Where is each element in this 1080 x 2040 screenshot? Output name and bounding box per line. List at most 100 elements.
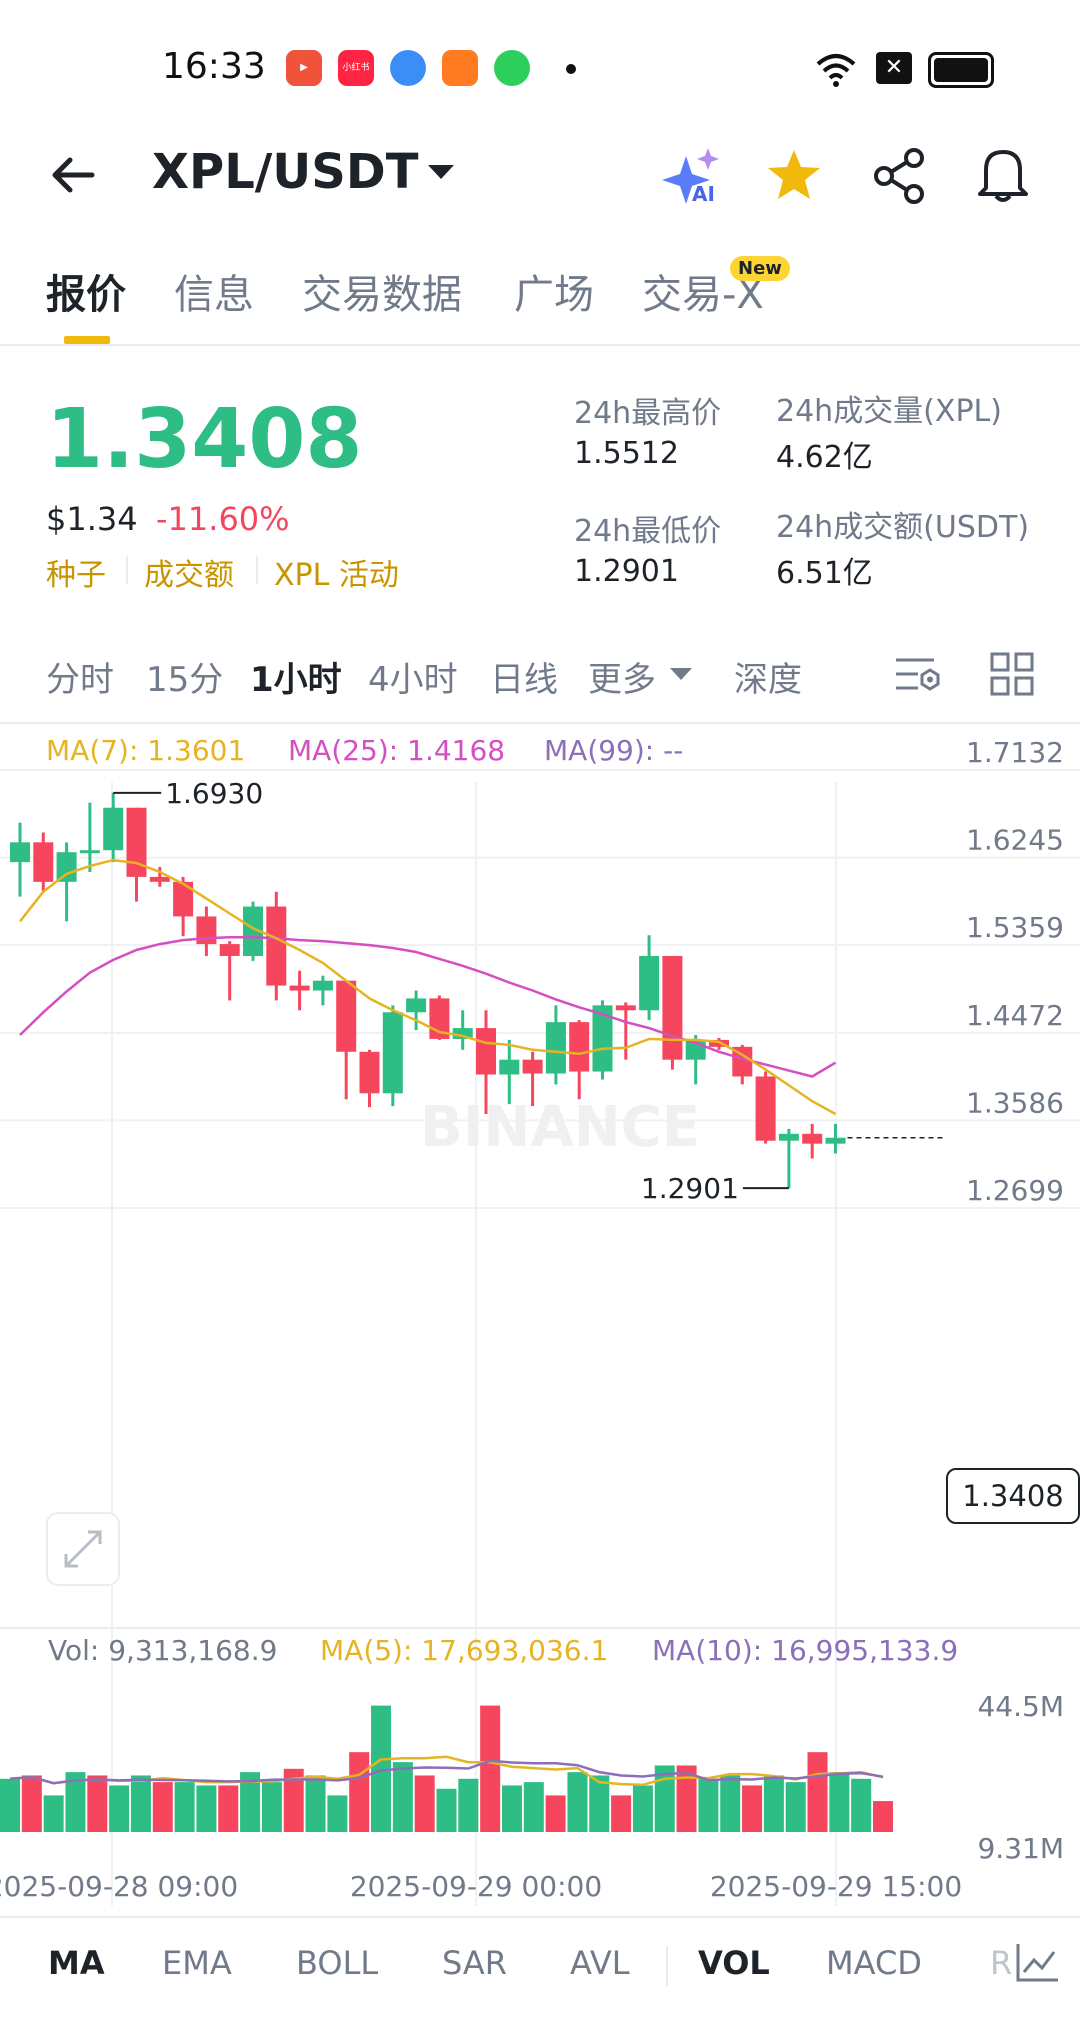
- tab-divider: [0, 344, 1080, 346]
- indicator-sar[interactable]: SAR: [442, 1944, 508, 1982]
- y-tick-label: 1.7132: [966, 736, 1064, 769]
- status-bar: 16:33 ▶ 小红书 ✕: [0, 0, 1080, 130]
- volume-bar: [0, 1778, 20, 1832]
- wifi-icon: [816, 54, 856, 87]
- low-price-label: 1.2901: [641, 1172, 739, 1205]
- ma7-line: [19, 858, 837, 1116]
- candle-body: [755, 1076, 776, 1141]
- volume-bar: [873, 1801, 893, 1832]
- tag-seed[interactable]: 种子: [46, 558, 106, 593]
- candle-body: [103, 807, 124, 851]
- indicator-bar-divider: [0, 1916, 1080, 1918]
- indicator-r[interactable]: R: [990, 1944, 1013, 1982]
- ai-assistant-icon[interactable]: AI: [662, 146, 724, 208]
- usd-price: $1.34: [46, 500, 138, 538]
- low-24h-value: 1.2901: [574, 554, 679, 589]
- volume-bar: [130, 1775, 151, 1832]
- binance-watermark: BINANCE: [420, 1095, 700, 1160]
- tag-divider: [256, 556, 258, 584]
- interval-depth[interactable]: 深度: [734, 660, 802, 700]
- volume-bar: [545, 1795, 566, 1832]
- candle-body: [173, 881, 194, 917]
- pair-title[interactable]: XPL/USDT: [152, 144, 419, 200]
- volume-bar: [720, 1775, 741, 1832]
- volume-bar: [43, 1795, 64, 1832]
- candle-body: [219, 944, 240, 956]
- volume-quote-label: 24h成交额(USDT): [776, 510, 1030, 545]
- candle-body: [825, 1137, 846, 1144]
- y-tick-label: 1.4472: [966, 999, 1064, 1032]
- ma25-line: [19, 935, 837, 1078]
- volume-bar: [196, 1785, 217, 1832]
- back-arrow-icon[interactable]: [48, 150, 98, 200]
- tab-quote[interactable]: 报价: [46, 272, 126, 318]
- indicator-macd[interactable]: MACD: [826, 1944, 922, 1982]
- interval-1d[interactable]: 日线: [490, 660, 558, 700]
- volume-ma10-legend: MA(10): 16,995,133.9: [652, 1634, 959, 1667]
- volume-bar: [589, 1775, 610, 1832]
- volume-bar: [392, 1762, 413, 1832]
- candle-body: [545, 1022, 566, 1074]
- candle-body: [452, 1028, 473, 1039]
- interval-1h[interactable]: 1小时: [250, 660, 342, 700]
- interval-more[interactable]: 更多: [588, 660, 656, 700]
- candlestick-chart[interactable]: BINANCE 1.6930 1.2901 1.7132 1.6245 1.5359 1…: [0, 722, 1080, 1916]
- candle-body: [56, 852, 77, 882]
- indicator-avl[interactable]: AVL: [570, 1944, 630, 1982]
- indicator-boll[interactable]: BOLL: [296, 1944, 379, 1982]
- expand-icon: [64, 1530, 102, 1568]
- tab-info[interactable]: 信息: [174, 272, 254, 318]
- candle-body: [778, 1133, 799, 1141]
- volume-bar: [742, 1785, 763, 1832]
- volume-bar: [261, 1782, 282, 1832]
- indicator-settings-icon[interactable]: [1014, 1940, 1060, 1984]
- chart-settings-icon[interactable]: [894, 652, 942, 696]
- more-caret-icon[interactable]: [670, 668, 692, 680]
- volume-y-tick-label: 44.5M: [977, 1690, 1064, 1723]
- candle-body: [732, 1046, 753, 1077]
- tab-square[interactable]: 广场: [514, 272, 594, 318]
- alert-bell-icon[interactable]: [976, 144, 1030, 204]
- tag-xpl-event[interactable]: XPL 活动: [274, 558, 399, 593]
- candle-body: [79, 850, 100, 854]
- volume-bar: [218, 1785, 239, 1832]
- share-icon[interactable]: [872, 148, 928, 204]
- candle-body: [382, 1012, 403, 1094]
- ma25-legend: MA(25): 1.4168: [288, 734, 506, 767]
- high-24h-value: 1.5512: [574, 436, 679, 471]
- candle-body: [662, 955, 683, 1060]
- ma7-legend: MA(7): 1.3601: [46, 734, 246, 767]
- pair-dropdown-caret-icon[interactable]: [428, 165, 454, 179]
- interval-time-sharing[interactable]: 分时: [46, 660, 114, 700]
- candle-body: [126, 807, 147, 877]
- tab-trading-data[interactable]: 交易数据: [302, 272, 462, 318]
- volume-bar: [436, 1788, 457, 1832]
- candle-body: [312, 980, 333, 991]
- favorite-star-icon[interactable]: [766, 148, 822, 202]
- indicator-ema[interactable]: EMA: [162, 1944, 232, 1982]
- interval-15m[interactable]: 15分: [146, 660, 224, 700]
- status-time: 16:33: [162, 46, 266, 87]
- candle-body: [336, 980, 357, 1052]
- x-tick-label: 2025-09-29 00:00: [350, 1870, 602, 1903]
- new-badge: New: [730, 256, 790, 281]
- ma99-legend: MA(99): --: [544, 734, 684, 767]
- volume-bar: [785, 1782, 806, 1832]
- candle-body: [266, 906, 287, 986]
- fullscreen-button[interactable]: [46, 1512, 120, 1586]
- candle-body: [149, 876, 170, 882]
- x-tick-label: 2025-09-28 09:00: [0, 1870, 238, 1903]
- browser-app-icon: [390, 50, 426, 86]
- volume-y-tick-label: 9.31M: [977, 1832, 1064, 1865]
- candle-body: [615, 1005, 636, 1011]
- interval-4h[interactable]: 4小时: [368, 660, 458, 700]
- volume-bar: [371, 1705, 392, 1832]
- candle-body: [359, 1051, 380, 1094]
- candle-body: [406, 998, 427, 1013]
- y-tick-label: 1.5359: [966, 911, 1064, 944]
- indicator-ma[interactable]: MA: [48, 1944, 105, 1982]
- tag-turnover[interactable]: 成交额: [144, 558, 234, 593]
- chart-top-divider: [0, 722, 1080, 724]
- layout-grid-icon[interactable]: [990, 652, 1034, 696]
- indicator-vol[interactable]: VOL: [698, 1944, 770, 1982]
